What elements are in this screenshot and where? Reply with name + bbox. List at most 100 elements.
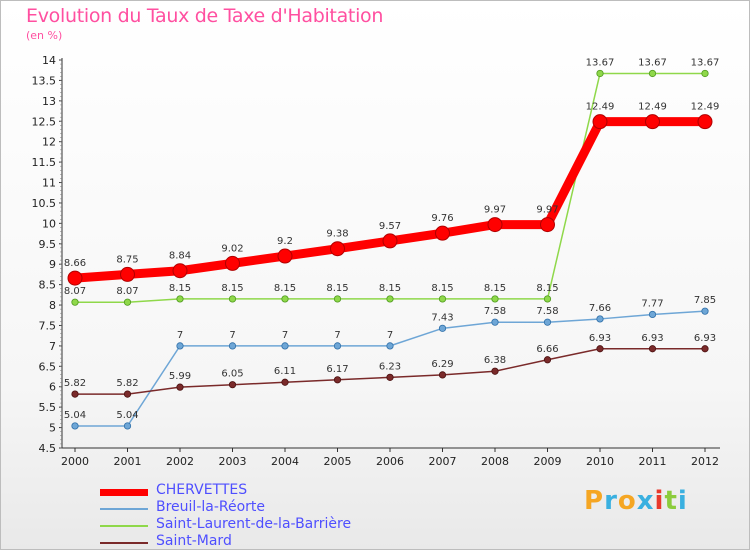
data-point [225, 255, 240, 271]
legend-label: CHERVETTES [156, 482, 248, 498]
data-point [697, 114, 713, 130]
y-tick-label: 8 [49, 299, 56, 312]
data-label: 8.84 [169, 251, 191, 262]
data-label: 9.97 [484, 205, 506, 216]
data-label: 7 [177, 330, 183, 341]
y-tick-label: 13 [42, 95, 56, 108]
logo-letter: i [654, 486, 665, 516]
data-point [281, 378, 289, 386]
data-point [592, 114, 608, 130]
y-tick-label: 6.5 [39, 360, 57, 373]
data-point [120, 266, 135, 282]
y-tick-label: 7.5 [39, 319, 57, 332]
y-tick-label: 8.5 [39, 279, 57, 292]
data-label: 8.66 [64, 258, 86, 269]
y-tick-label: 14 [42, 54, 56, 67]
data-point [701, 345, 709, 353]
data-label: 6.93 [694, 333, 716, 344]
data-point [596, 315, 604, 323]
data-label: 8.15 [221, 283, 243, 294]
legend-swatch [100, 525, 148, 527]
data-label: 9.2 [277, 236, 293, 247]
x-tick-label: 2001 [114, 455, 142, 468]
legend-label: Breuil-la-Réorte [156, 499, 266, 515]
x-tick-label: 2006 [376, 455, 404, 468]
y-tick-label: 12.5 [32, 115, 57, 128]
x-tick-label: 2009 [534, 455, 562, 468]
legend-swatch [100, 542, 148, 544]
data-point [386, 373, 394, 381]
data-point [330, 241, 345, 257]
logo-letter: x [636, 486, 655, 516]
y-tick-label: 9.5 [39, 238, 57, 251]
data-label: 8.15 [431, 283, 453, 294]
data-label: 7.66 [589, 303, 611, 314]
data-label: 13.67 [586, 57, 615, 68]
legend-label: Saint-Mard [156, 533, 232, 549]
legend-label: Saint-Laurent-de-la-Barrière [156, 516, 352, 532]
data-point [386, 342, 394, 350]
data-point [487, 217, 503, 233]
x-tick-label: 2000 [61, 455, 89, 468]
data-point [176, 295, 184, 303]
data-label: 7.58 [536, 306, 558, 317]
data-label: 8.07 [64, 286, 86, 297]
data-label: 13.67 [638, 57, 667, 68]
y-tick-label: 12 [42, 136, 56, 149]
chart-subtitle: (en %) [26, 29, 63, 42]
data-label: 7 [387, 330, 393, 341]
data-label: 8.15 [379, 283, 401, 294]
data-point [176, 342, 184, 350]
data-label: 5.99 [169, 371, 191, 382]
data-point [172, 263, 188, 279]
data-point [228, 342, 237, 350]
data-label: 6.05 [221, 369, 243, 380]
data-point [648, 345, 657, 353]
y-tick-label: 5.5 [39, 401, 57, 414]
data-point [438, 371, 447, 379]
data-point [176, 383, 184, 391]
logo-letter: o [617, 486, 637, 516]
data-point [645, 114, 660, 130]
data-label: 6.17 [326, 364, 348, 375]
data-point [596, 69, 604, 78]
y-tick-label: 5 [49, 422, 56, 435]
data-point [281, 342, 289, 350]
x-tick-label: 2008 [481, 455, 509, 468]
data-label: 7.43 [431, 312, 453, 323]
data-point [543, 356, 552, 364]
data-label: 6.93 [589, 333, 611, 344]
y-tick-label: 4.5 [39, 442, 57, 455]
data-point [543, 295, 552, 303]
data-point [333, 376, 342, 384]
data-label: 5.04 [64, 410, 86, 421]
data-label: 9.38 [326, 229, 348, 240]
data-label: 9.97 [536, 205, 558, 216]
data-point [228, 381, 237, 389]
y-tick-label: 10.5 [32, 197, 57, 210]
data-point [333, 295, 342, 303]
data-point [386, 295, 394, 303]
data-label: 8.15 [169, 283, 191, 294]
data-point [333, 342, 342, 350]
data-point [438, 324, 447, 332]
data-point [281, 295, 289, 303]
y-tick-label: 6 [49, 381, 56, 394]
data-point [540, 217, 555, 233]
x-tick-label: 2003 [219, 455, 247, 468]
data-label: 5.82 [116, 378, 138, 389]
x-tick-label: 2011 [639, 455, 667, 468]
legend-swatch [100, 508, 148, 510]
data-label: 7 [334, 330, 340, 341]
logo-letter: i [677, 486, 688, 516]
data-point [543, 318, 552, 326]
x-tick-label: 2007 [429, 455, 457, 468]
data-label: 8.75 [116, 254, 138, 265]
x-tick-label: 2002 [166, 455, 194, 468]
data-label: 6.11 [274, 366, 296, 377]
y-tick-label: 13.5 [32, 74, 57, 87]
proxiti-logo: Proxiti [584, 486, 688, 516]
x-tick-label: 2004 [271, 455, 299, 468]
data-label: 6.23 [379, 361, 401, 372]
data-point [123, 390, 132, 398]
